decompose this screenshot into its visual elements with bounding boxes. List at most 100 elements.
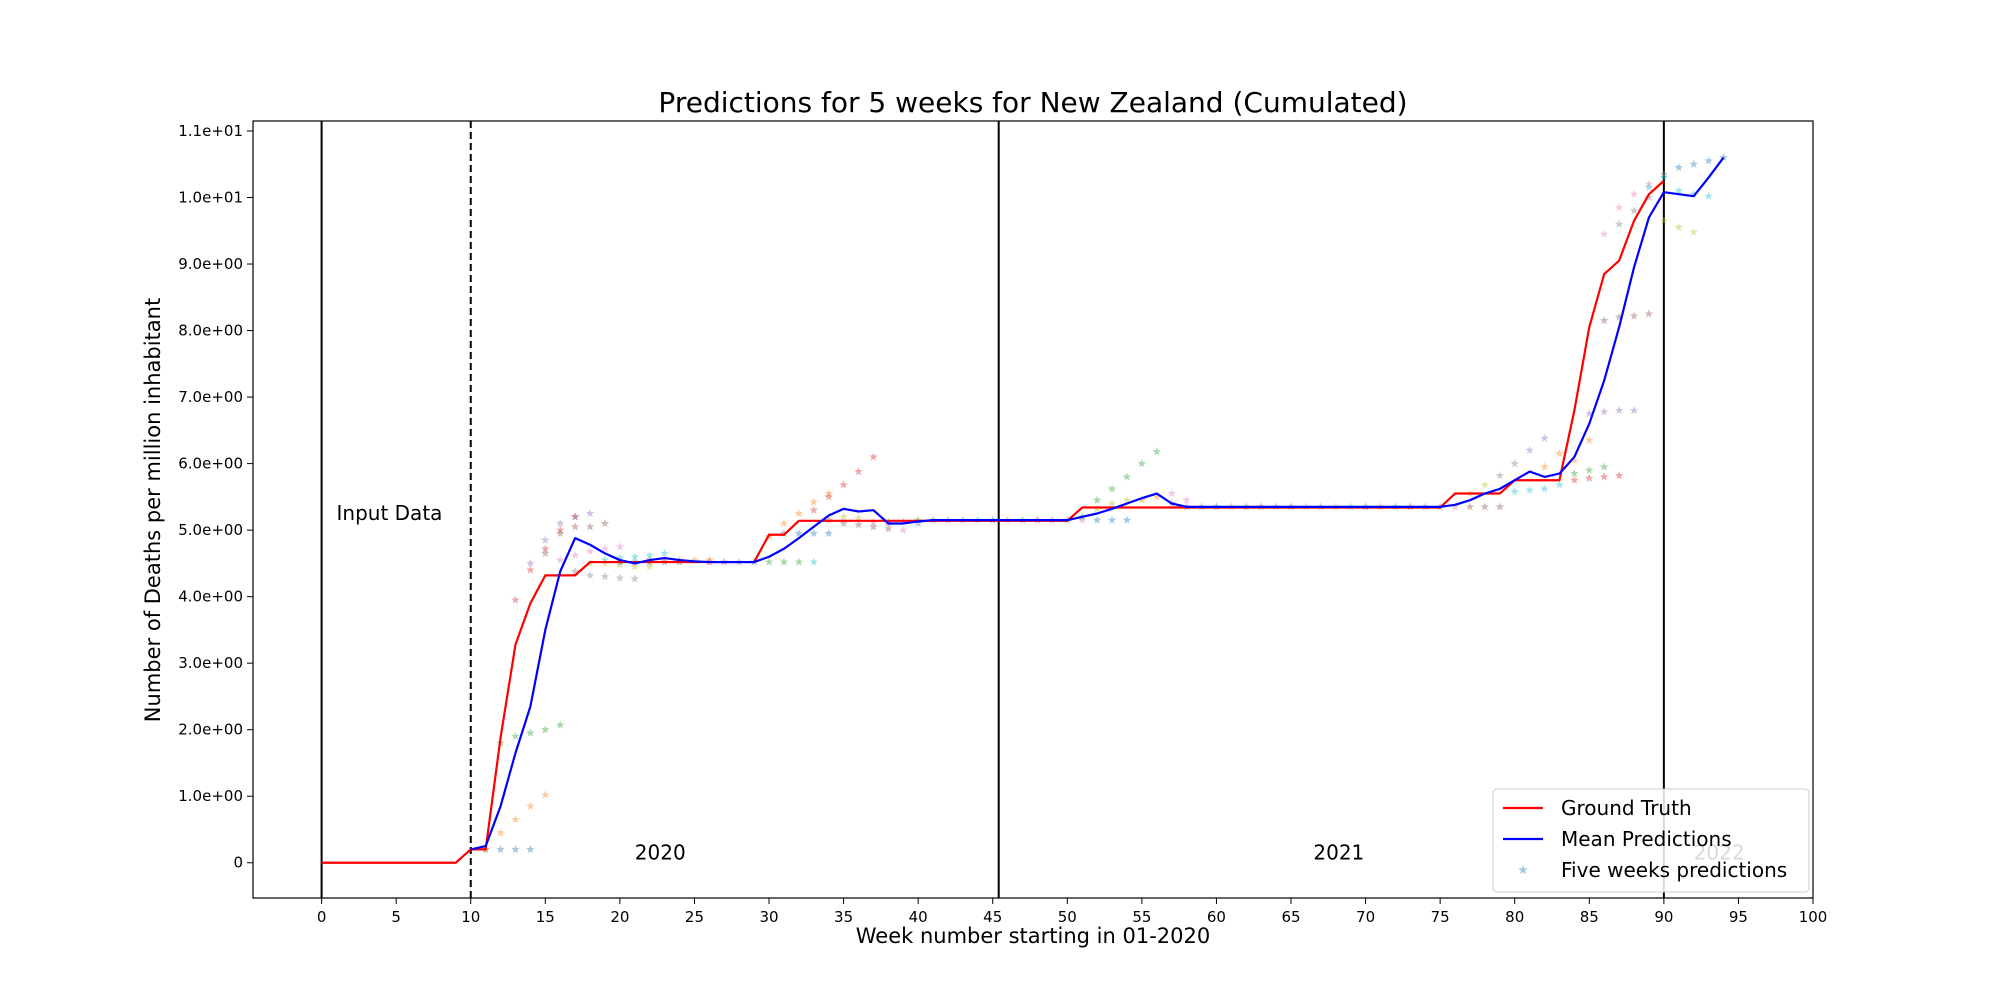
prediction-star-marker xyxy=(1674,163,1684,172)
prediction-star-marker xyxy=(541,725,550,734)
prediction-star-marker xyxy=(496,844,505,854)
legend-entry: Ground Truth xyxy=(1561,796,1692,820)
prediction-star-marker xyxy=(1629,311,1639,320)
prediction-star-marker xyxy=(1122,472,1132,481)
prediction-star-marker xyxy=(1644,183,1654,192)
x-tick-label: 10 xyxy=(461,908,480,926)
prediction-star-marker xyxy=(541,548,550,558)
prediction-star-marker xyxy=(511,815,520,824)
prediction-star-marker xyxy=(1614,219,1624,228)
prediction-star-marker xyxy=(839,480,848,489)
prediction-star-marker xyxy=(869,452,878,461)
prediction-star-marker xyxy=(1152,447,1162,456)
prediction-star-marker xyxy=(570,522,580,531)
prediction-star-marker xyxy=(869,522,878,531)
prediction-star-marker xyxy=(1629,405,1639,415)
prediction-star-marker xyxy=(1674,222,1684,232)
prediction-star-marker xyxy=(705,555,714,564)
y-tick-label: 6.0e+00 xyxy=(178,455,243,473)
legend-star-marker xyxy=(1518,865,1528,875)
prediction-star-marker xyxy=(585,570,595,579)
prediction-star-marker xyxy=(630,552,640,561)
x-tick-label: 20 xyxy=(610,908,629,926)
y-tick-label: 1.0e+00 xyxy=(178,787,243,805)
prediction-star-marker xyxy=(824,528,833,538)
x-tick-label: 25 xyxy=(685,908,704,926)
prediction-star-marker xyxy=(1137,495,1147,504)
prediction-star-marker xyxy=(1540,462,1549,471)
prediction-star-marker xyxy=(496,828,505,837)
x-tick-label: 85 xyxy=(1580,908,1599,926)
prediction-star-marker xyxy=(615,542,625,551)
prediction-star-marker xyxy=(526,558,535,568)
prediction-star-marker xyxy=(600,544,610,553)
prediction-star-marker xyxy=(764,557,774,566)
prediction-star-marker xyxy=(1659,216,1669,225)
y-tick-label: 2.0e+00 xyxy=(178,721,243,739)
prediction-star-marker xyxy=(660,548,669,558)
prediction-star-marker xyxy=(570,512,580,521)
x-tick-label: 70 xyxy=(1356,908,1375,926)
series-line xyxy=(470,156,1725,851)
prediction-star-marker xyxy=(511,595,520,604)
vertical-lines xyxy=(320,121,1665,898)
y-tick-label: 1.1e+01 xyxy=(178,122,243,140)
prediction-star-marker xyxy=(1689,189,1698,198)
y-tick-label: 0 xyxy=(233,854,243,872)
prediction-star-marker xyxy=(839,518,848,528)
legend-box xyxy=(1492,788,1810,893)
prediction-star-marker xyxy=(526,801,535,810)
prediction-star-marker xyxy=(794,528,804,538)
prediction-star-marker xyxy=(1107,484,1117,493)
prediction-star-marker xyxy=(526,844,535,854)
prediction-star-marker xyxy=(1480,480,1490,489)
prediction-star-marker xyxy=(1092,515,1102,524)
prediction-star-marker xyxy=(854,467,863,476)
x-tick-label: 5 xyxy=(391,908,401,926)
prediction-star-marker xyxy=(1599,229,1609,238)
annotation-label: 2020 xyxy=(635,840,686,864)
chart-title: Predictions for 5 weeks for New Zealand … xyxy=(658,86,1407,119)
prediction-star-marker xyxy=(1704,191,1713,200)
prediction-star-marker xyxy=(1182,495,1191,504)
x-tick-label: 0 xyxy=(317,908,327,926)
prediction-star-marker xyxy=(690,555,699,564)
annotation-label: 2021 xyxy=(1313,840,1364,864)
y-tick-label: 1.0e+01 xyxy=(178,189,243,207)
x-tick-label: 45 xyxy=(983,908,1002,926)
prediction-star-marker xyxy=(854,513,863,522)
legend-entry: Mean Predictions xyxy=(1561,827,1732,851)
prediction-star-marker xyxy=(585,508,595,518)
prediction-star-marker xyxy=(1510,487,1519,496)
prediction-star-marker xyxy=(1689,227,1698,236)
prediction-star-marker xyxy=(585,546,595,556)
prediction-star-marker xyxy=(555,555,565,564)
prediction-star-marker xyxy=(913,518,923,528)
x-tick-label: 40 xyxy=(909,908,928,926)
x-tick-label: 30 xyxy=(759,908,778,926)
prediction-star-marker xyxy=(1540,484,1549,493)
x-axis-label: Week number starting in 01-2020 xyxy=(856,924,1210,948)
prediction-star-marker xyxy=(615,560,625,569)
prediction-star-marker xyxy=(1555,449,1564,458)
prediction-star-marker xyxy=(1704,156,1713,165)
prediction-star-marker xyxy=(1674,186,1684,195)
prediction-star-marker xyxy=(555,720,565,729)
prediction-star-marker xyxy=(1644,193,1654,202)
prediction-star-marker xyxy=(898,525,908,534)
legend-entry: Five weeks predictions xyxy=(1561,858,1787,882)
y-tick-label: 9.0e+00 xyxy=(178,255,243,273)
y-axis-label: Number of Deaths per million inhabitant xyxy=(141,298,165,722)
prediction-star-marker xyxy=(1092,495,1102,504)
prediction-star-marker xyxy=(1644,309,1654,318)
prediction-star-marker xyxy=(1167,489,1176,498)
prediction-star-marker xyxy=(1495,502,1505,511)
x-tick-label: 35 xyxy=(834,908,853,926)
prediction-star-marker xyxy=(1599,316,1609,325)
prediction-star-marker xyxy=(1614,312,1624,321)
prediction-star-marker xyxy=(570,512,580,521)
prediction-star-marker xyxy=(585,522,595,531)
x-tick-label: 65 xyxy=(1281,908,1300,926)
x-tick-label: 80 xyxy=(1505,908,1524,926)
x-axis-ticks: 0 5 10 15 20 25 30 35 40 45 50 55 60 65 70 75 80 85 90 95 10… xyxy=(317,898,1827,926)
